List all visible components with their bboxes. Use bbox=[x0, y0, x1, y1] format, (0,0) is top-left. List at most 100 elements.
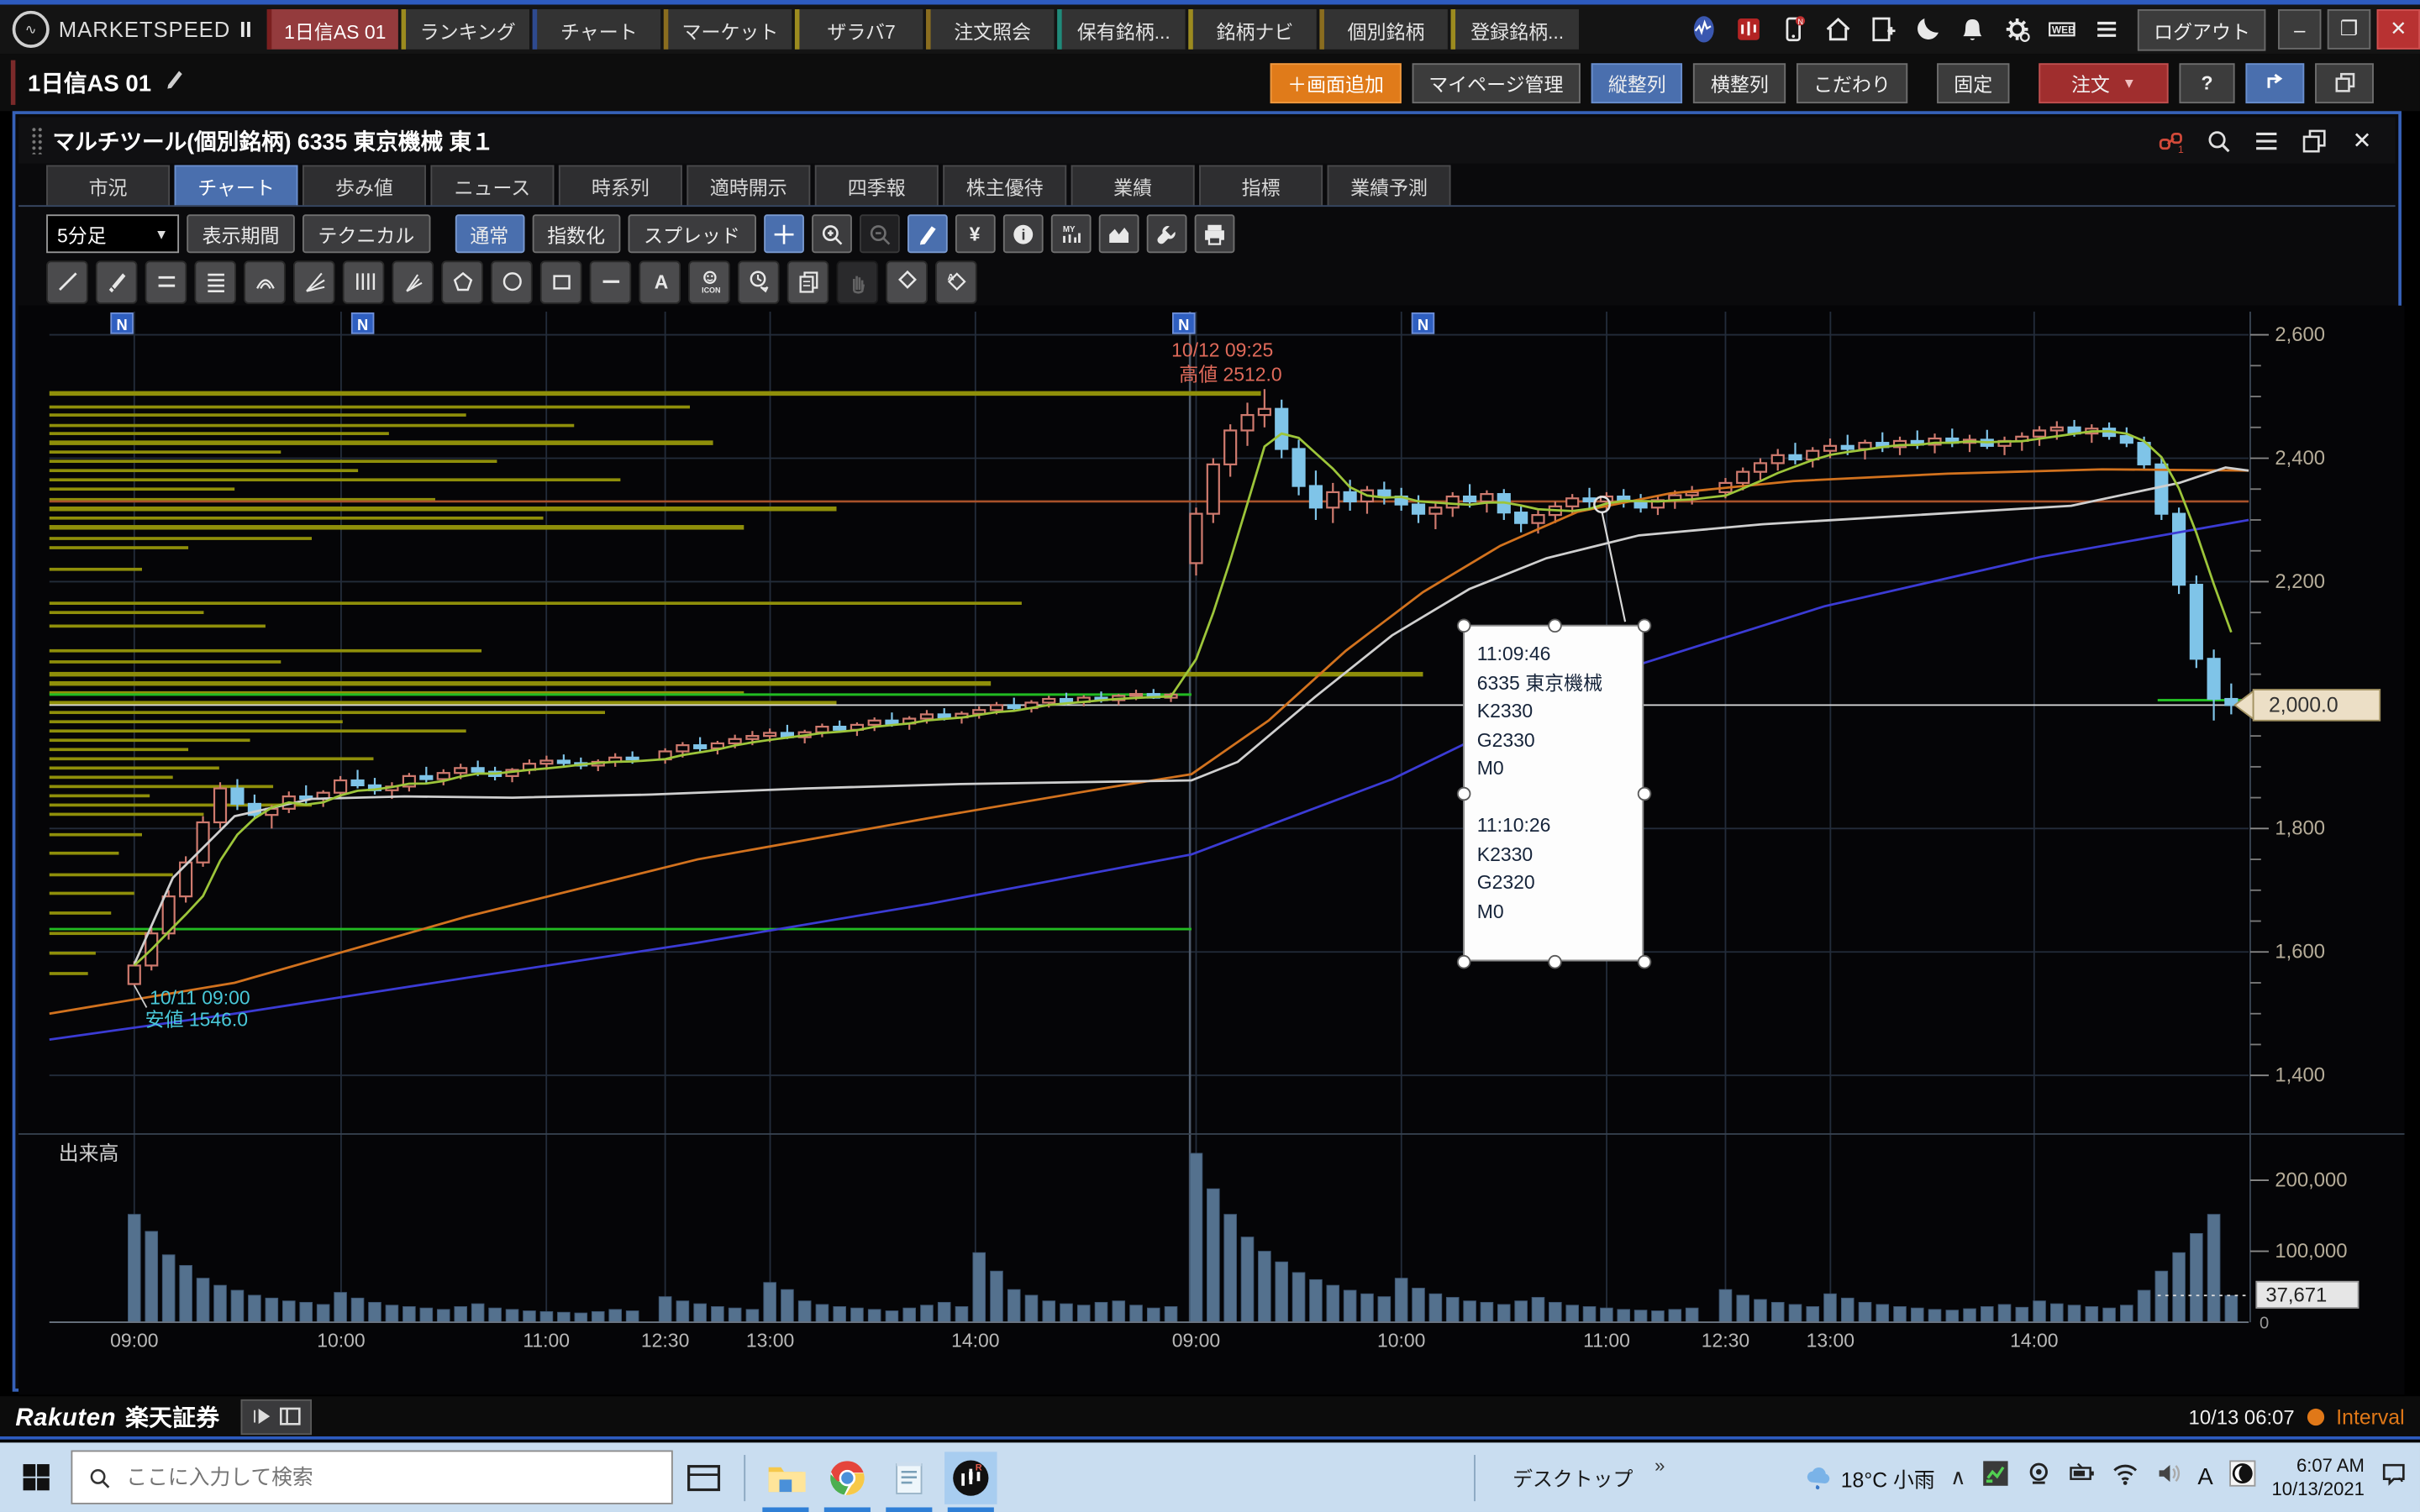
speaker-tray-icon[interactable] bbox=[2154, 1460, 2182, 1495]
order-button[interactable]: 注文 ▼ bbox=[2039, 62, 2169, 103]
panel-toggle-button[interactable] bbox=[241, 1398, 313, 1435]
window-tab-4[interactable]: ニュース bbox=[430, 165, 555, 206]
clock-arrow-tool-button[interactable] bbox=[737, 260, 780, 303]
top-menu-tab[interactable]: 登録銘柄... bbox=[1450, 9, 1580, 50]
window-tab-2[interactable]: チャート bbox=[174, 165, 298, 206]
selection-handle[interactable] bbox=[1547, 954, 1561, 969]
eraser-tool-button[interactable] bbox=[886, 260, 928, 303]
mode-index-button[interactable]: 指数化 bbox=[531, 214, 621, 254]
taskbar-clock[interactable]: 6:07 AM 10/13/2021 bbox=[2272, 1454, 2365, 1500]
menu-icon[interactable] bbox=[2092, 14, 2123, 45]
selection-handle[interactable] bbox=[1547, 618, 1561, 633]
desktop-toolbar-label[interactable]: デスクトップ bbox=[1512, 1467, 1634, 1491]
rectangle-tool-button[interactable] bbox=[539, 260, 582, 303]
window-tab-8[interactable]: 株主優待 bbox=[943, 165, 1067, 206]
window-tab-6[interactable]: 適時開示 bbox=[687, 165, 811, 206]
display-period-button[interactable]: 表示期間 bbox=[187, 214, 295, 254]
crosshair-button[interactable] bbox=[763, 214, 804, 254]
webcam-tray-icon[interactable] bbox=[2025, 1460, 2053, 1495]
cascade-windows-button[interactable] bbox=[2315, 62, 2374, 103]
window-tab-10[interactable]: 指標 bbox=[1199, 165, 1323, 206]
toolbar-more-icon[interactable]: » bbox=[1655, 1454, 1665, 1476]
search-icon[interactable] bbox=[2204, 126, 2233, 155]
shortcut-button[interactable] bbox=[2245, 62, 2305, 103]
trend-line-tool-button[interactable] bbox=[46, 260, 88, 303]
wifi-tray-icon[interactable] bbox=[2112, 1460, 2139, 1495]
window-tab-5[interactable]: 時系列 bbox=[558, 165, 682, 206]
chart-annotation-tooltip[interactable]: 11:09:46 6335 東京機械 K2330 G2330 M0 11:10:26 K23… bbox=[1456, 618, 1652, 969]
top-menu-tab[interactable]: マーケット bbox=[663, 9, 792, 50]
top-menu-tab[interactable]: 保有銘柄... bbox=[1057, 9, 1186, 50]
zoom-in-button[interactable] bbox=[811, 214, 852, 254]
task-view-button[interactable] bbox=[677, 1451, 729, 1503]
icon-stamp-tool-button[interactable]: ICON bbox=[688, 260, 730, 303]
home-icon[interactable] bbox=[1823, 14, 1854, 45]
marker-pen-tool-button[interactable] bbox=[95, 260, 138, 303]
horizontal-align-button[interactable]: 横整列 bbox=[1693, 62, 1786, 103]
circle-tool-button[interactable] bbox=[491, 260, 533, 303]
top-menu-tab[interactable]: ランキング bbox=[401, 9, 530, 50]
tray-chevron-icon[interactable]: ∧ bbox=[1950, 1464, 1966, 1489]
area-chart-button[interactable] bbox=[1097, 214, 1139, 254]
link-icon[interactable]: 1 bbox=[2156, 126, 2186, 155]
selection-handle[interactable] bbox=[1456, 786, 1471, 801]
mode-normal-button[interactable]: 通常 bbox=[454, 214, 524, 254]
fib-arc-tool-button[interactable] bbox=[244, 260, 286, 303]
taskbar-search[interactable] bbox=[71, 1450, 673, 1504]
window-tab-3[interactable]: 歩み値 bbox=[302, 165, 426, 206]
selection-handle[interactable] bbox=[1637, 786, 1652, 801]
edit-pencil-icon[interactable] bbox=[164, 68, 186, 97]
popout-icon[interactable] bbox=[2300, 126, 2329, 155]
window-tab-1[interactable]: 市況 bbox=[46, 165, 171, 206]
start-button[interactable] bbox=[0, 1442, 71, 1512]
menu-icon[interactable] bbox=[2252, 126, 2281, 155]
file-explorer-icon[interactable] bbox=[760, 1451, 812, 1512]
copy-tool-button[interactable] bbox=[786, 260, 829, 303]
technical-button[interactable]: テクニカル bbox=[302, 214, 430, 254]
top-menu-tab[interactable]: チャート bbox=[532, 9, 661, 50]
restore-button[interactable]: ❐ bbox=[2327, 9, 2371, 50]
window-tab-9[interactable]: 業績 bbox=[1071, 165, 1195, 206]
help-button[interactable]: ? bbox=[2179, 62, 2235, 103]
my-chart-button[interactable]: MY bbox=[1050, 214, 1091, 254]
printer-button[interactable] bbox=[1193, 214, 1234, 254]
web-icon[interactable]: WEB bbox=[2047, 14, 2078, 45]
window-titlebar[interactable]: マルチツール(個別銘柄) 6335 東京機械 東１ 1 ✕ bbox=[18, 117, 2396, 164]
yen-button[interactable]: ¥ bbox=[955, 214, 995, 254]
chrome-icon[interactable] bbox=[821, 1451, 873, 1512]
notepad-icon[interactable] bbox=[883, 1451, 935, 1512]
marketspeed-app-icon[interactable]: R bbox=[944, 1451, 997, 1512]
hlines-tool-button[interactable] bbox=[145, 260, 187, 303]
info-button[interactable]: i bbox=[1002, 214, 1043, 254]
vlines-tool-button[interactable] bbox=[342, 260, 385, 303]
fan-lines-tool-button[interactable] bbox=[292, 260, 335, 303]
kodawari-button[interactable]: こだわり bbox=[1796, 62, 1908, 103]
doc-add-icon[interactable] bbox=[1868, 14, 1899, 45]
pencil-button[interactable] bbox=[907, 214, 947, 254]
logout-button[interactable]: ログアウト bbox=[2138, 8, 2266, 50]
pentagon-tool-button[interactable] bbox=[441, 260, 483, 303]
window-tab-7[interactable]: 四季報 bbox=[814, 165, 939, 206]
phone-n-icon[interactable]: N bbox=[1779, 14, 1810, 45]
text-a-tool-button[interactable]: A bbox=[639, 260, 681, 303]
pitchfork-tool-button[interactable] bbox=[392, 260, 434, 303]
selection-handle[interactable] bbox=[1456, 618, 1471, 633]
ime-indicator[interactable]: A bbox=[2197, 1464, 2213, 1491]
gear-icon[interactable] bbox=[2002, 14, 2033, 45]
hline-tool-button[interactable] bbox=[589, 260, 632, 303]
top-menu-tab[interactable]: 銘柄ナビ bbox=[1188, 9, 1317, 50]
weather-widget[interactable]: 18°C 小雨 bbox=[1804, 1462, 1935, 1493]
hand-tool-button[interactable] bbox=[836, 260, 879, 303]
selection-handle[interactable] bbox=[1637, 618, 1652, 633]
app-tray-icon[interactable] bbox=[2228, 1460, 2256, 1495]
chart-pulse-icon[interactable] bbox=[1689, 14, 1720, 45]
pin-button[interactable]: 固定 bbox=[1937, 62, 2010, 103]
top-menu-tab[interactable]: 注文照会 bbox=[926, 9, 1055, 50]
chart-candle-icon[interactable] bbox=[1734, 14, 1765, 45]
top-menu-tab[interactable]: 1日信AS 01 bbox=[266, 9, 399, 50]
vertical-align-button[interactable]: 縦整列 bbox=[1591, 62, 1683, 103]
search-input[interactable] bbox=[123, 1464, 656, 1491]
mode-spread-button[interactable]: スプレッド bbox=[628, 214, 756, 254]
stock-tray-icon[interactable] bbox=[1981, 1460, 2009, 1495]
